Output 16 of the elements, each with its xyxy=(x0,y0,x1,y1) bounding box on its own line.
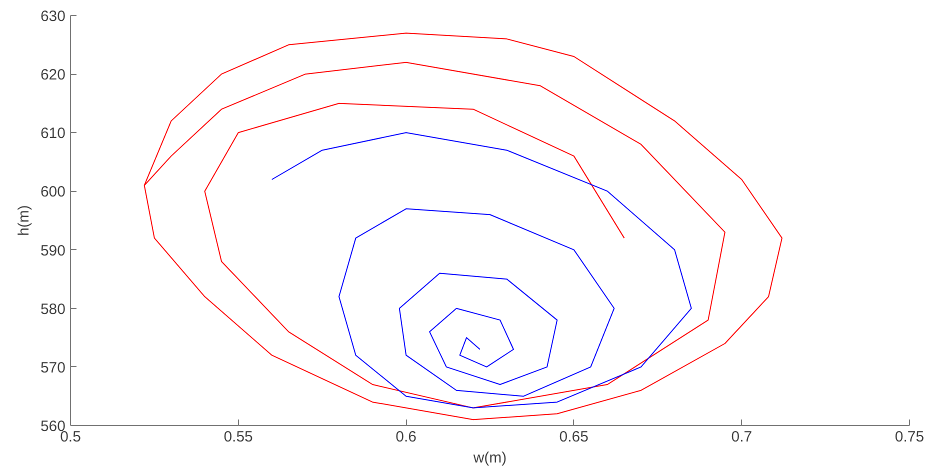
x-axis-title: w(m) xyxy=(472,450,507,466)
line-series xyxy=(144,32,782,420)
x-tick-label: 0.65 xyxy=(559,428,589,446)
x-tick-label: 0.55 xyxy=(224,428,253,446)
y-tick-label: 590 xyxy=(40,242,66,260)
y-tick-label: 620 xyxy=(40,66,66,84)
y-tick-label: 570 xyxy=(40,359,66,376)
y-tick-label: 580 xyxy=(40,300,66,318)
y-tick-label: 600 xyxy=(40,184,66,201)
x-tick-label: 0.7 xyxy=(731,428,752,446)
y-tick-label: 610 xyxy=(40,125,66,142)
y-axis-title: h(m) xyxy=(15,205,32,236)
y-tick-label: 630 xyxy=(40,8,66,25)
x-tick-label: 0.6 xyxy=(396,428,417,446)
line-series xyxy=(271,132,692,408)
x-tick-label: 0.75 xyxy=(894,428,924,446)
